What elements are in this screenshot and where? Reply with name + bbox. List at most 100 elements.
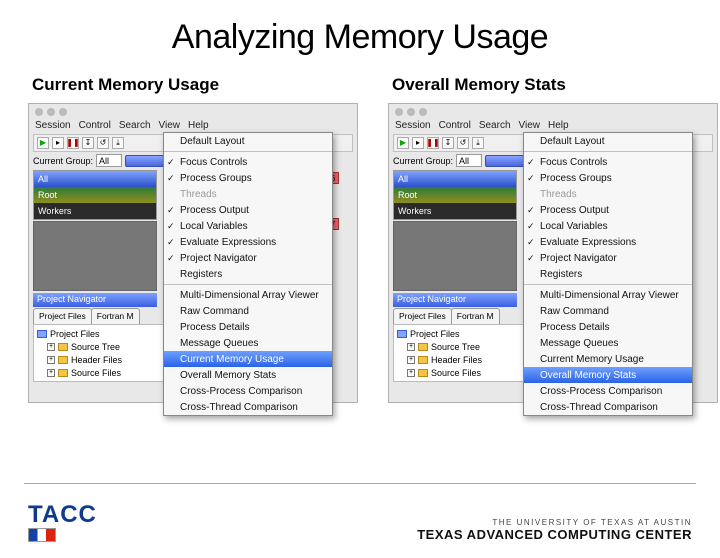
footer-divider [24, 483, 696, 484]
toolbar-stop-icon[interactable]: ❚❚ [67, 137, 79, 149]
menu-item-raw-command[interactable]: Raw Command [164, 303, 332, 319]
menu-item-focus-controls[interactable]: ✓Focus Controls [524, 154, 692, 170]
menu-item-process-output[interactable]: ✓Process Output [164, 202, 332, 218]
menu-item-message-queues[interactable]: Message Queues [164, 335, 332, 351]
toolbar-btn-icon[interactable]: ↧ [82, 137, 94, 149]
menu-item-registers[interactable]: Registers [164, 266, 332, 282]
expand-icon[interactable]: + [47, 343, 55, 351]
menu-item-mdav[interactable]: Multi-Dimensional Array Viewer [524, 287, 692, 303]
tree-source-tree[interactable]: + Source Tree [407, 340, 539, 353]
toolbar-btn-icon[interactable]: ↺ [457, 137, 469, 149]
menu-control[interactable]: Control [439, 120, 471, 131]
menu-item-mdav[interactable]: Multi-Dimensional Array Viewer [164, 287, 332, 303]
group-workers[interactable]: Workers [34, 203, 156, 219]
toolbar-btn-icon[interactable]: ⤓ [112, 137, 124, 149]
expand-icon[interactable]: + [407, 356, 415, 364]
menu-item-overall-memory-stats[interactable]: Overall Memory Stats [164, 367, 332, 383]
group-root[interactable]: Root [394, 187, 516, 203]
toolbar-btn-icon[interactable]: ↺ [97, 137, 109, 149]
tab-fortran-m[interactable]: Fortran M [451, 308, 500, 324]
check-icon: ✓ [167, 205, 175, 216]
menu-help[interactable]: Help [548, 120, 569, 131]
check-icon: ✓ [527, 157, 535, 168]
tree-source-files[interactable]: + Source Files [407, 366, 539, 379]
tree-root-label: Project Files [410, 329, 460, 339]
menu-session[interactable]: Session [395, 120, 431, 131]
menu-item-cross-thread[interactable]: Cross-Thread Comparison [524, 399, 692, 415]
menu-item-process-output[interactable]: ✓Process Output [524, 202, 692, 218]
menu-view[interactable]: View [159, 120, 181, 131]
menubar[interactable]: Session Control Search View Help [395, 120, 569, 131]
menu-item-current-memory-usage[interactable]: Current Memory Usage [524, 351, 692, 367]
menu-item-project-navigator[interactable]: ✓Project Navigator [524, 250, 692, 266]
tree-source-tree[interactable]: + Source Tree [47, 340, 179, 353]
menu-search[interactable]: Search [119, 120, 151, 131]
toolbar-btn-icon[interactable]: ⤓ [472, 137, 484, 149]
view-menu-dropdown: Default Layout ✓Focus Controls ✓Process … [523, 132, 693, 416]
menu-search[interactable]: Search [479, 120, 511, 131]
menu-item-local-variables[interactable]: ✓Local Variables [524, 218, 692, 234]
tree-root[interactable]: Project Files [37, 327, 179, 340]
menu-item-raw-command[interactable]: Raw Command [524, 303, 692, 319]
menubar[interactable]: Session Control Search View Help [35, 120, 209, 131]
menu-item-evaluate-expressions[interactable]: ✓Evaluate Expressions [524, 234, 692, 250]
toolbar-stop-icon[interactable]: ❚❚ [427, 137, 439, 149]
menu-item-process-groups[interactable]: ✓Process Groups [524, 170, 692, 186]
view-menu-dropdown: Default Layout ✓Focus Controls ✓Process … [163, 132, 333, 416]
tree-label: Source Tree [71, 342, 120, 352]
tree-root-label: Project Files [50, 329, 100, 339]
menu-item-registers[interactable]: Registers [524, 266, 692, 282]
menu-item-current-memory-usage[interactable]: Current Memory Usage [164, 351, 332, 367]
menu-item-overall-memory-stats[interactable]: Overall Memory Stats [524, 367, 692, 383]
tree-header-files[interactable]: + Header Files [407, 353, 539, 366]
menu-control[interactable]: Control [79, 120, 111, 131]
tree-root[interactable]: Project Files [397, 327, 539, 340]
menu-item-message-queues[interactable]: Message Queues [524, 335, 692, 351]
group-all[interactable]: All [394, 171, 516, 187]
folder-icon [37, 330, 47, 338]
left-column: Current Memory Usage Session Control Sea… [28, 75, 358, 403]
toolbar-btn-icon[interactable]: ↧ [442, 137, 454, 149]
group-root[interactable]: Root [34, 187, 156, 203]
menu-item-default-layout[interactable]: Default Layout [164, 133, 332, 149]
menu-item-local-variables[interactable]: ✓Local Variables [164, 218, 332, 234]
folder-icon [418, 356, 428, 364]
expand-icon[interactable]: + [47, 356, 55, 364]
menu-item-cross-process[interactable]: Cross-Process Comparison [164, 383, 332, 399]
tree-label: Source Tree [431, 342, 480, 352]
menu-help[interactable]: Help [188, 120, 209, 131]
toolbar-play-icon[interactable]: ▶ [397, 137, 409, 149]
current-group-field[interactable]: All [96, 154, 122, 167]
expand-icon[interactable]: + [407, 369, 415, 377]
menu-item-process-groups[interactable]: ✓Process Groups [164, 170, 332, 186]
menu-item-evaluate-expressions[interactable]: ✓Evaluate Expressions [164, 234, 332, 250]
menu-item-cross-thread[interactable]: Cross-Thread Comparison [164, 399, 332, 415]
menu-item-project-navigator[interactable]: ✓Project Navigator [164, 250, 332, 266]
window-controls[interactable] [395, 108, 427, 116]
menu-item-cross-process[interactable]: Cross-Process Comparison [524, 383, 692, 399]
menu-item-process-details[interactable]: Process Details [164, 319, 332, 335]
menu-view[interactable]: View [519, 120, 541, 131]
tab-project-files[interactable]: Project Files [393, 308, 452, 324]
tab-project-files[interactable]: Project Files [33, 308, 92, 324]
menu-item-default-layout[interactable]: Default Layout [524, 133, 692, 149]
current-group-row: Current Group: All [33, 154, 181, 167]
current-group-field[interactable]: All [456, 154, 482, 167]
tree-source-files[interactable]: + Source Files [47, 366, 179, 379]
group-all[interactable]: All [34, 171, 156, 187]
tree-label: Header Files [431, 355, 482, 365]
menu-session[interactable]: Session [35, 120, 71, 131]
tree-header-files[interactable]: + Header Files [47, 353, 179, 366]
toolbar-play-icon[interactable]: ▶ [37, 137, 49, 149]
toolbar-next-icon[interactable]: ▸ [412, 137, 424, 149]
group-workers[interactable]: Workers [394, 203, 516, 219]
tab-fortran-m[interactable]: Fortran M [91, 308, 140, 324]
project-tabs: Project Files Fortran M [33, 308, 183, 324]
toolbar-next-icon[interactable]: ▸ [52, 137, 64, 149]
expand-icon[interactable]: + [407, 343, 415, 351]
menu-separator [524, 151, 692, 152]
expand-icon[interactable]: + [47, 369, 55, 377]
menu-item-focus-controls[interactable]: ✓Focus Controls [164, 154, 332, 170]
menu-item-process-details[interactable]: Process Details [524, 319, 692, 335]
window-controls[interactable] [35, 108, 67, 116]
